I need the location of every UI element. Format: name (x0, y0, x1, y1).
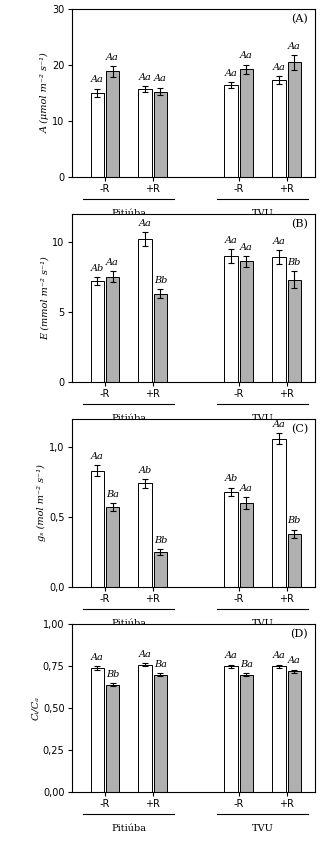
Text: Pitiúba: Pitiúba (111, 825, 146, 833)
Bar (225, 256, 238, 382)
Text: Aa: Aa (272, 651, 285, 660)
Text: TVU: TVU (252, 209, 274, 217)
Bar (91, 668, 104, 792)
Text: Aa: Aa (240, 243, 253, 251)
Text: TVU: TVU (252, 619, 274, 628)
Text: Bb: Bb (154, 536, 167, 545)
Text: Aa: Aa (272, 420, 285, 429)
Bar (272, 80, 286, 176)
Text: Aa: Aa (106, 258, 119, 267)
Bar (240, 503, 253, 587)
Bar (225, 666, 238, 792)
Text: Bb: Bb (154, 276, 167, 285)
Text: (D): (D) (290, 629, 308, 640)
Bar (288, 671, 301, 792)
Bar (240, 262, 253, 382)
Text: Aa: Aa (225, 651, 238, 660)
Text: (A): (A) (291, 14, 308, 24)
Text: Aa: Aa (225, 69, 238, 78)
Text: Aa: Aa (272, 63, 285, 72)
Bar (91, 281, 104, 382)
Text: Aa: Aa (106, 53, 119, 61)
Bar (272, 439, 286, 587)
Bar (288, 62, 301, 176)
Text: Aa: Aa (240, 51, 253, 60)
Y-axis label: A (μmol m⁻² s⁻¹): A (μmol m⁻² s⁻¹) (40, 52, 49, 133)
Bar (225, 84, 238, 176)
Bar (138, 89, 152, 176)
Text: Aa: Aa (154, 74, 167, 83)
Text: Bb: Bb (106, 670, 119, 679)
Text: Aa: Aa (91, 76, 104, 84)
Bar (154, 294, 167, 382)
Text: Ba: Ba (240, 659, 253, 669)
Text: Aa: Aa (139, 649, 151, 659)
Bar (138, 483, 152, 587)
Text: Ba: Ba (106, 490, 119, 498)
Bar (138, 239, 152, 382)
Bar (154, 675, 167, 792)
Text: Bb: Bb (288, 258, 301, 267)
Bar (106, 277, 119, 382)
Text: Aa: Aa (139, 72, 151, 82)
Bar (288, 279, 301, 382)
Text: Pitiúba: Pitiúba (111, 619, 146, 628)
Text: Aa: Aa (91, 653, 104, 662)
Y-axis label: Cᵢ/Cₐ: Cᵢ/Cₐ (31, 696, 40, 720)
Text: (B): (B) (291, 219, 308, 229)
Bar (91, 471, 104, 587)
Bar (106, 685, 119, 792)
Y-axis label: gₛ (mol m⁻² s⁻¹): gₛ (mol m⁻² s⁻¹) (37, 464, 46, 542)
Bar (240, 69, 253, 176)
Bar (154, 91, 167, 176)
Text: TVU: TVU (252, 825, 274, 833)
Text: Aa: Aa (240, 484, 253, 493)
Text: (C): (C) (291, 424, 308, 435)
Text: Ab: Ab (91, 263, 104, 273)
Bar (106, 72, 119, 176)
Text: Ab: Ab (225, 475, 238, 483)
Y-axis label: E (mmol m⁻² s⁻¹): E (mmol m⁻² s⁻¹) (41, 256, 49, 340)
Text: Pitiúba: Pitiúba (111, 209, 146, 217)
Text: Aa: Aa (288, 42, 301, 51)
Bar (91, 93, 104, 176)
Bar (106, 507, 119, 587)
Text: Aa: Aa (225, 235, 238, 245)
Text: Ab: Ab (138, 466, 152, 475)
Bar (225, 492, 238, 587)
Bar (272, 666, 286, 792)
Bar (240, 675, 253, 792)
Bar (138, 665, 152, 792)
Text: TVU: TVU (252, 414, 274, 423)
Bar (154, 552, 167, 587)
Text: Ba: Ba (154, 659, 167, 669)
Bar (272, 257, 286, 382)
Text: Aa: Aa (139, 219, 151, 227)
Text: Aa: Aa (272, 237, 285, 246)
Text: Bb: Bb (288, 516, 301, 526)
Bar (288, 534, 301, 587)
Text: Pitiúba: Pitiúba (111, 414, 146, 423)
Text: Aa: Aa (288, 656, 301, 665)
Text: Aa: Aa (91, 452, 104, 461)
